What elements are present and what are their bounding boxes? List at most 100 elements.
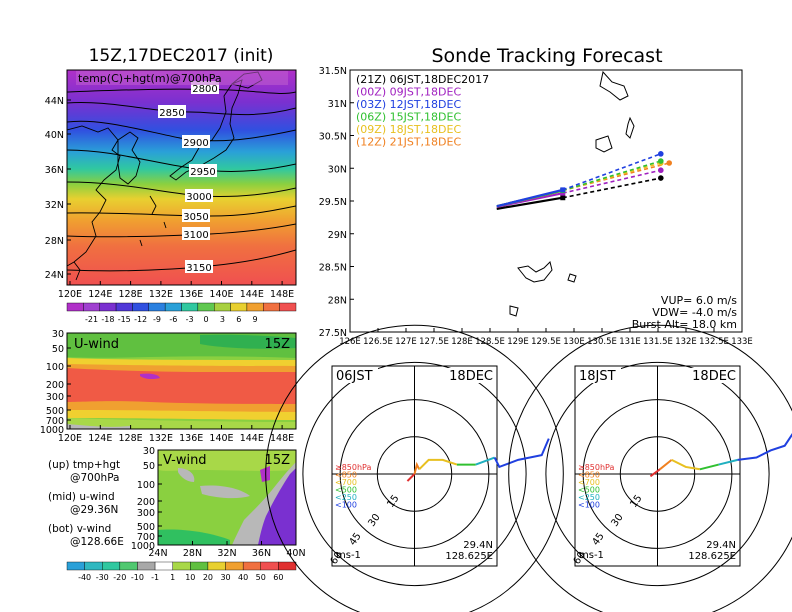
colorbar-cell — [164, 302, 182, 312]
vwind-lat-label: 28N — [183, 548, 202, 559]
panel-legend: (up) tmp+hgt @700hPa (mid) u-wind @29.36… — [48, 459, 124, 548]
hodo-date: 18DEC — [449, 369, 493, 384]
hodo-level-legend: <850 — [335, 471, 357, 480]
hodo-lon: 128.625E — [445, 551, 493, 562]
island-yakushima — [599, 70, 629, 101]
hodo-trace — [649, 468, 661, 478]
colorbar-label: -18 — [101, 315, 114, 324]
colorbar-label: 0 — [203, 315, 208, 324]
map-lon-label: 120E — [58, 289, 82, 300]
track-lon-label: 130.5E — [587, 337, 617, 347]
colorbar-label: 9 — [253, 315, 258, 324]
vwind-lat-label: 36N — [252, 548, 271, 559]
track-burst-marker — [560, 187, 566, 193]
track-legend-entry: (00Z) 09JST,18DEC — [356, 86, 461, 99]
hodo-trace — [659, 459, 673, 471]
track-line-dashed — [562, 160, 662, 192]
hodo-time-bg — [577, 368, 621, 383]
colorbar-cell — [214, 302, 231, 312]
uwind-lon-label: 128E — [119, 433, 143, 444]
vwind-colorbar-cell — [137, 561, 156, 571]
map-lat-label: 24N — [45, 270, 64, 281]
vwind-colorbar-label: 60 — [273, 573, 283, 582]
vwind-colorbar-cell — [242, 561, 261, 571]
map-lon-label: 144E — [240, 289, 264, 300]
map-label-bg — [76, 71, 288, 85]
hodo-level-legend: ≥850hPa — [335, 463, 372, 472]
hodo-trace — [493, 438, 550, 469]
hodo-date-bg — [682, 368, 738, 383]
track-lon-label: 129E — [507, 337, 529, 347]
uwind-p-label: 700 — [46, 416, 64, 427]
temperature-field — [67, 70, 296, 285]
contour-label: 3000 — [186, 192, 211, 203]
coastline-china — [67, 125, 121, 267]
track-lon-label: 128.5E — [475, 337, 505, 347]
map-lat-label: 44N — [45, 96, 64, 107]
vwind-p-label: 1000 — [131, 541, 155, 552]
vwind-p-label: 300 — [137, 508, 155, 519]
vwind-colorbar-label: 30 — [220, 573, 230, 582]
island-kikai — [567, 273, 577, 283]
vwind-lat-label: 40N — [286, 548, 305, 559]
track-line-dashed — [562, 177, 661, 199]
uwind-p-label: 100 — [46, 362, 64, 373]
hodo-level-legend: <700 — [335, 478, 357, 487]
contour-label: 2950 — [190, 167, 215, 178]
map-lat-label: 40N — [45, 130, 64, 141]
track-panel: Sonde Tracking Forecast 31.5N 31N 30.5N 30N… — [319, 45, 753, 347]
track-lat-label: 27.5N — [319, 328, 347, 339]
vwind-time: 15Z — [265, 453, 291, 468]
colorbar-cell — [132, 302, 149, 312]
track-line-solid — [496, 188, 564, 208]
hodo-unit: ms-1 — [579, 550, 604, 561]
hodo-unit: ms-1 — [336, 550, 361, 561]
hodo-level-legend: <500 — [335, 486, 357, 495]
track-legend: (21Z) 06JST,18DEC2017(00Z) 09JST,18DEC(0… — [356, 73, 489, 149]
legend-up-line1: (up) tmp+hgt — [48, 459, 120, 471]
track-lat-label: 30N — [328, 164, 347, 175]
colorbar-cell — [115, 302, 133, 312]
hodo-time: 18JST — [579, 369, 616, 384]
uwind-lon-label: 144E — [240, 433, 264, 444]
vwind-colorbar-label: -30 — [96, 573, 109, 582]
map-label: temp(C)+hgt(m)@700hPa — [78, 72, 222, 85]
hodo-level-legend: <250 — [335, 493, 357, 502]
island-tokunoshima — [509, 305, 519, 317]
hodo-level-legend: ≥850hPa — [578, 463, 615, 472]
vwind-colorbar-label: -20 — [113, 573, 126, 582]
uwind-time: 15Z — [265, 337, 291, 352]
colorbar-cell — [66, 302, 84, 312]
track-lat-label: 28N — [328, 295, 347, 306]
island-amami — [517, 261, 553, 283]
vwind-colorbar-cell — [66, 561, 85, 571]
vwind-colorbar-cell — [119, 561, 138, 571]
track-lon-label: 128E — [451, 337, 473, 347]
track-lon-label: 127.5E — [419, 337, 449, 347]
vwind-colorbar-cell — [154, 561, 173, 571]
map-title: 15Z,17DEC2017 (init) — [89, 46, 274, 66]
vwind-colorbar-label: 40 — [238, 573, 248, 582]
hodo-date: 18DEC — [692, 369, 736, 384]
contour-line — [67, 102, 296, 116]
vwind-p-label: 100 — [137, 480, 155, 491]
track-series — [496, 151, 672, 210]
contour-label: 2800 — [192, 84, 217, 95]
uwind-p-label: 50 — [52, 344, 64, 355]
colorbar-label: -12 — [134, 315, 147, 324]
vwind-lat-label: 24N — [148, 548, 167, 559]
colorbar-cell — [246, 302, 264, 312]
track-lat-label: 31N — [328, 99, 347, 110]
island-tanegashima — [625, 116, 635, 139]
vwind-colorbar: -40 -30 -20 -10 -1 1 10 20 30 40 50 60 — [66, 561, 297, 582]
contour-label-bg — [189, 164, 217, 177]
colorbar-label: -15 — [118, 315, 131, 324]
coastline-korea — [117, 131, 141, 185]
uwind-p-label: 1000 — [40, 425, 64, 436]
legend-bot-line1: (bot) v-wind — [48, 523, 111, 535]
vwind-p-label: 30 — [143, 446, 155, 457]
track-lat-label: 31.5N — [319, 66, 347, 77]
